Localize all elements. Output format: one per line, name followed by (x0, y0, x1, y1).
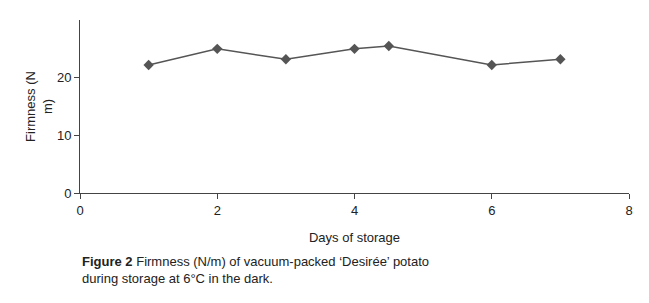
svg-text:20: 20 (57, 70, 71, 85)
svg-text:6: 6 (488, 203, 495, 218)
svg-text:Figure 2 Firmness (N/m) of vac: Figure 2 Firmness (N/m) of vacuum-packed… (82, 254, 429, 286)
svg-text:4: 4 (351, 203, 358, 218)
svg-text:8: 8 (625, 203, 632, 218)
svg-text:Days of storage: Days of storage (309, 230, 400, 245)
svg-text:0: 0 (76, 203, 83, 218)
svg-text:2: 2 (214, 203, 221, 218)
svg-text:Firmness (Nm): Firmness (Nm) (23, 71, 55, 142)
svg-text:10: 10 (57, 128, 71, 143)
svg-text:0: 0 (64, 186, 71, 201)
